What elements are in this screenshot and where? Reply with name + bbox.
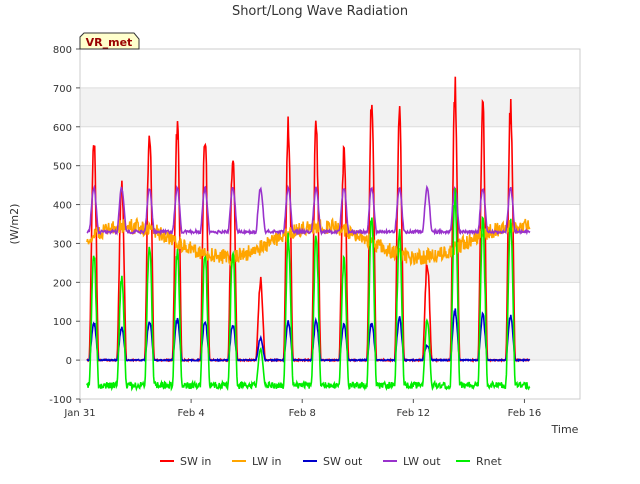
y-tick-label: 600: [53, 123, 72, 134]
y-axis-label: (W/m2): [8, 204, 21, 245]
series-line-lw-in: [86, 216, 531, 267]
site-label-box: VR_met: [79, 32, 140, 50]
y-tick-label: 300: [53, 239, 72, 250]
y-axis-ticks: -100 0 100 200 300 400 500 600 700 800: [49, 45, 80, 406]
x-tick-label: Feb 4: [177, 408, 204, 419]
y-tick-label: 200: [53, 278, 72, 289]
grid-band: [80, 321, 580, 361]
series-line-sw-out: [86, 308, 531, 364]
legend: SW in LW in SW out LW out Rnet: [160, 455, 502, 468]
series-line-rnet: [86, 188, 531, 392]
legend-entry: Rnet: [476, 455, 502, 468]
y-tick-label: 400: [53, 201, 72, 212]
x-tick-label: Feb 16: [508, 408, 542, 419]
legend-entry: LW in: [252, 455, 282, 468]
y-tick-label: 700: [53, 84, 72, 95]
grid-band: [80, 165, 580, 205]
grid-bands: [80, 87, 580, 361]
y-tick-label: 800: [53, 45, 72, 56]
legend-entry: SW out: [323, 455, 363, 468]
chart-title: Short/Long Wave Radiation: [232, 4, 408, 19]
grid-band: [80, 87, 580, 127]
legend-entry: SW in: [180, 455, 211, 468]
plot-frame: [79, 48, 581, 400]
x-tick-label: Feb 12: [397, 408, 431, 419]
y-tick-label: 0: [66, 356, 72, 367]
y-tick-label: 100: [53, 317, 72, 328]
grid-band: [80, 243, 580, 283]
y-tick-label: 500: [53, 162, 72, 173]
series-lines: [86, 76, 531, 392]
x-axis-label: Time: [551, 423, 579, 436]
x-tick-label: Jan 31: [63, 408, 95, 419]
site-label: VR_met: [86, 36, 133, 49]
x-axis-ticks: Jan 31 Feb 4 Feb 8 Feb 12 Feb 16: [63, 399, 541, 419]
y-tick-label: -100: [49, 395, 72, 406]
x-tick-label: Feb 8: [289, 408, 316, 419]
legend-entry: LW out: [403, 455, 441, 468]
